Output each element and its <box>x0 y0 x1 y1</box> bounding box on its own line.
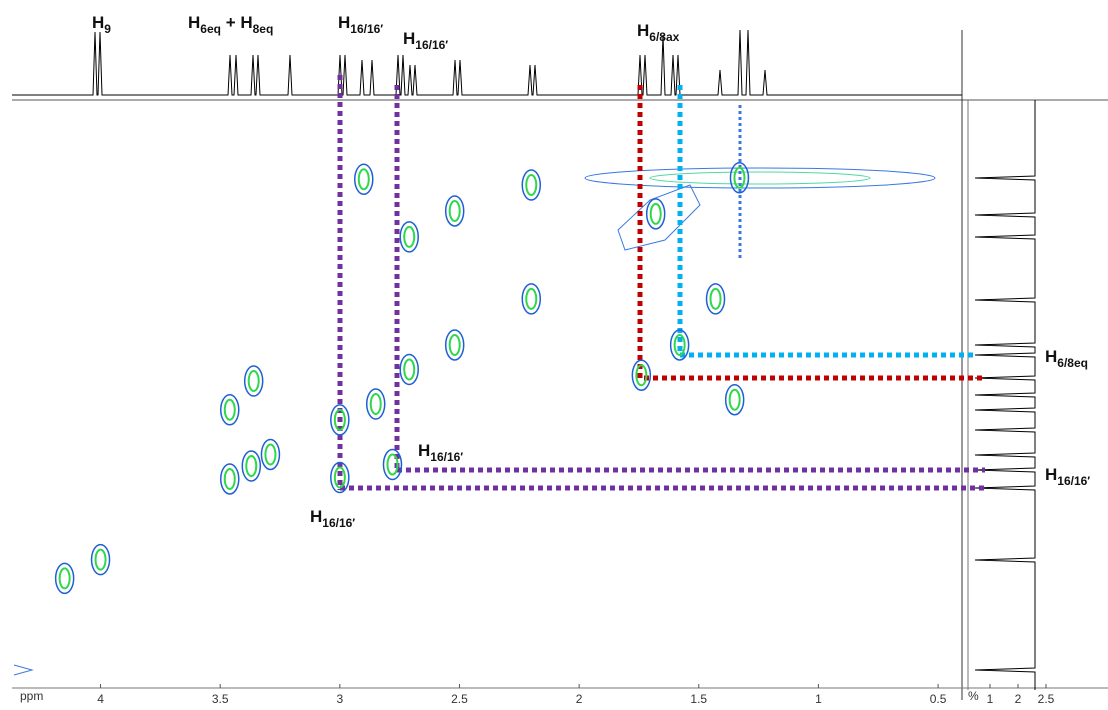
peak-inner <box>333 466 346 489</box>
peak-outer <box>724 383 745 416</box>
x-tick-label: 2.5 <box>451 692 468 706</box>
peak-inner <box>525 287 538 310</box>
annotation-text: H <box>1045 347 1057 366</box>
annotation-text: H <box>338 13 350 32</box>
annotation-subscript: 16/16′ <box>350 22 383 36</box>
x-axis-label: ppm <box>20 689 43 703</box>
annotation: H16/16′ <box>403 29 448 52</box>
peak-inner <box>369 393 382 416</box>
annotation: H6eq + H8eq <box>188 13 273 36</box>
peak-inner <box>728 388 741 411</box>
guide-purple <box>337 75 985 491</box>
x-tick-label: 0.5 <box>930 692 947 706</box>
peak-outer <box>631 359 652 391</box>
guide-red <box>637 85 985 381</box>
peak-outer <box>243 365 264 397</box>
peak-inner <box>448 333 461 356</box>
peak-inner <box>709 287 722 310</box>
peak-inner <box>333 408 346 431</box>
peak-inner <box>223 467 236 490</box>
intensity-label: % <box>968 689 979 703</box>
broad-contour <box>584 167 936 189</box>
annotation-text: H <box>310 507 322 526</box>
peak-outer <box>330 461 350 494</box>
annotation: H9 <box>92 13 111 36</box>
peak-inner <box>223 398 236 421</box>
annotation-subscript: 8eq <box>253 22 274 36</box>
peak-outer <box>521 283 542 315</box>
peak-inner <box>245 454 258 477</box>
intensity-tick-label: 1 <box>987 692 994 706</box>
peak-inner <box>357 168 370 191</box>
peak-outer <box>354 163 374 195</box>
peak-outer <box>521 169 542 201</box>
annotation-text: H <box>403 29 415 48</box>
peak-outer <box>645 198 666 230</box>
peak-outer <box>220 394 240 426</box>
peak-outer <box>399 221 419 253</box>
right-1d-spectrum <box>974 100 1036 690</box>
peak-outer <box>705 283 726 315</box>
annotation-subscript: 16/16′ <box>415 38 448 52</box>
peak-inner <box>403 358 416 381</box>
annotation-subscript: 6/8ax <box>649 30 679 44</box>
x-tick-label: 4 <box>97 692 104 706</box>
annotation-text: H <box>92 13 104 32</box>
peak-inner <box>264 443 277 466</box>
peak-outer <box>669 329 690 361</box>
peak-inner <box>58 567 71 590</box>
annotation-subscript: 6/8eq <box>1057 356 1088 370</box>
annotation-text: H <box>637 21 649 40</box>
annotation: H6/8ax <box>637 21 680 44</box>
x-tick-label: 3 <box>336 692 343 706</box>
peak-inner <box>94 548 107 571</box>
peak-inner <box>733 166 746 189</box>
peak-inner <box>247 369 260 392</box>
annotation: H6/8eq <box>1045 347 1088 370</box>
peak-outer <box>399 353 419 386</box>
x-tick-label: 3.5 <box>212 692 229 706</box>
intensity-tick-label: 2.5 <box>1038 692 1055 706</box>
annotation: H16/16′ <box>310 507 355 530</box>
intensity-tick-label: 2 <box>1015 692 1022 706</box>
annotation: H16/16′ <box>1045 465 1090 488</box>
annotation-text: H <box>188 13 200 32</box>
peak-outer <box>365 388 386 420</box>
annotation: H16/16′ <box>338 13 383 36</box>
peak-outer <box>220 463 240 495</box>
peak-outer <box>260 438 281 471</box>
annotation-subscript: 16/16′ <box>1057 474 1090 488</box>
annotation: H16/16′ <box>418 441 463 464</box>
x-tick-label: 2 <box>576 692 583 706</box>
peak-outer <box>729 162 750 194</box>
annotation-subscript: 6eq <box>200 22 221 36</box>
peak-inner <box>448 199 461 222</box>
annotation-subscript: 16/16′ <box>322 516 355 530</box>
peak-outer <box>54 562 75 595</box>
axis-marker <box>13 664 34 676</box>
peak-inner <box>386 453 399 476</box>
annotation-subscript: 16/16′ <box>430 450 463 464</box>
broad-contour <box>617 184 701 251</box>
annotation-subscript: 9 <box>104 22 111 36</box>
peak-outer <box>382 448 403 481</box>
annotation-text: H <box>1045 465 1057 484</box>
peak-outer <box>444 329 465 361</box>
peak-inner <box>673 333 686 356</box>
peak-inner <box>635 364 648 387</box>
peak-outer <box>444 195 465 227</box>
peak-inner <box>525 174 538 197</box>
annotation-text: H <box>418 441 430 460</box>
peak-inner <box>649 202 662 225</box>
top-1d-spectrum <box>12 29 962 96</box>
x-tick-label: 1.5 <box>690 692 707 706</box>
peak-outer <box>241 450 262 482</box>
broad-contour <box>649 171 871 185</box>
peak-inner <box>403 225 416 248</box>
peak-outer <box>90 543 111 576</box>
peak-outer <box>330 404 350 436</box>
x-tick-label: 1 <box>815 692 822 706</box>
annotation-text: + H <box>221 13 253 32</box>
